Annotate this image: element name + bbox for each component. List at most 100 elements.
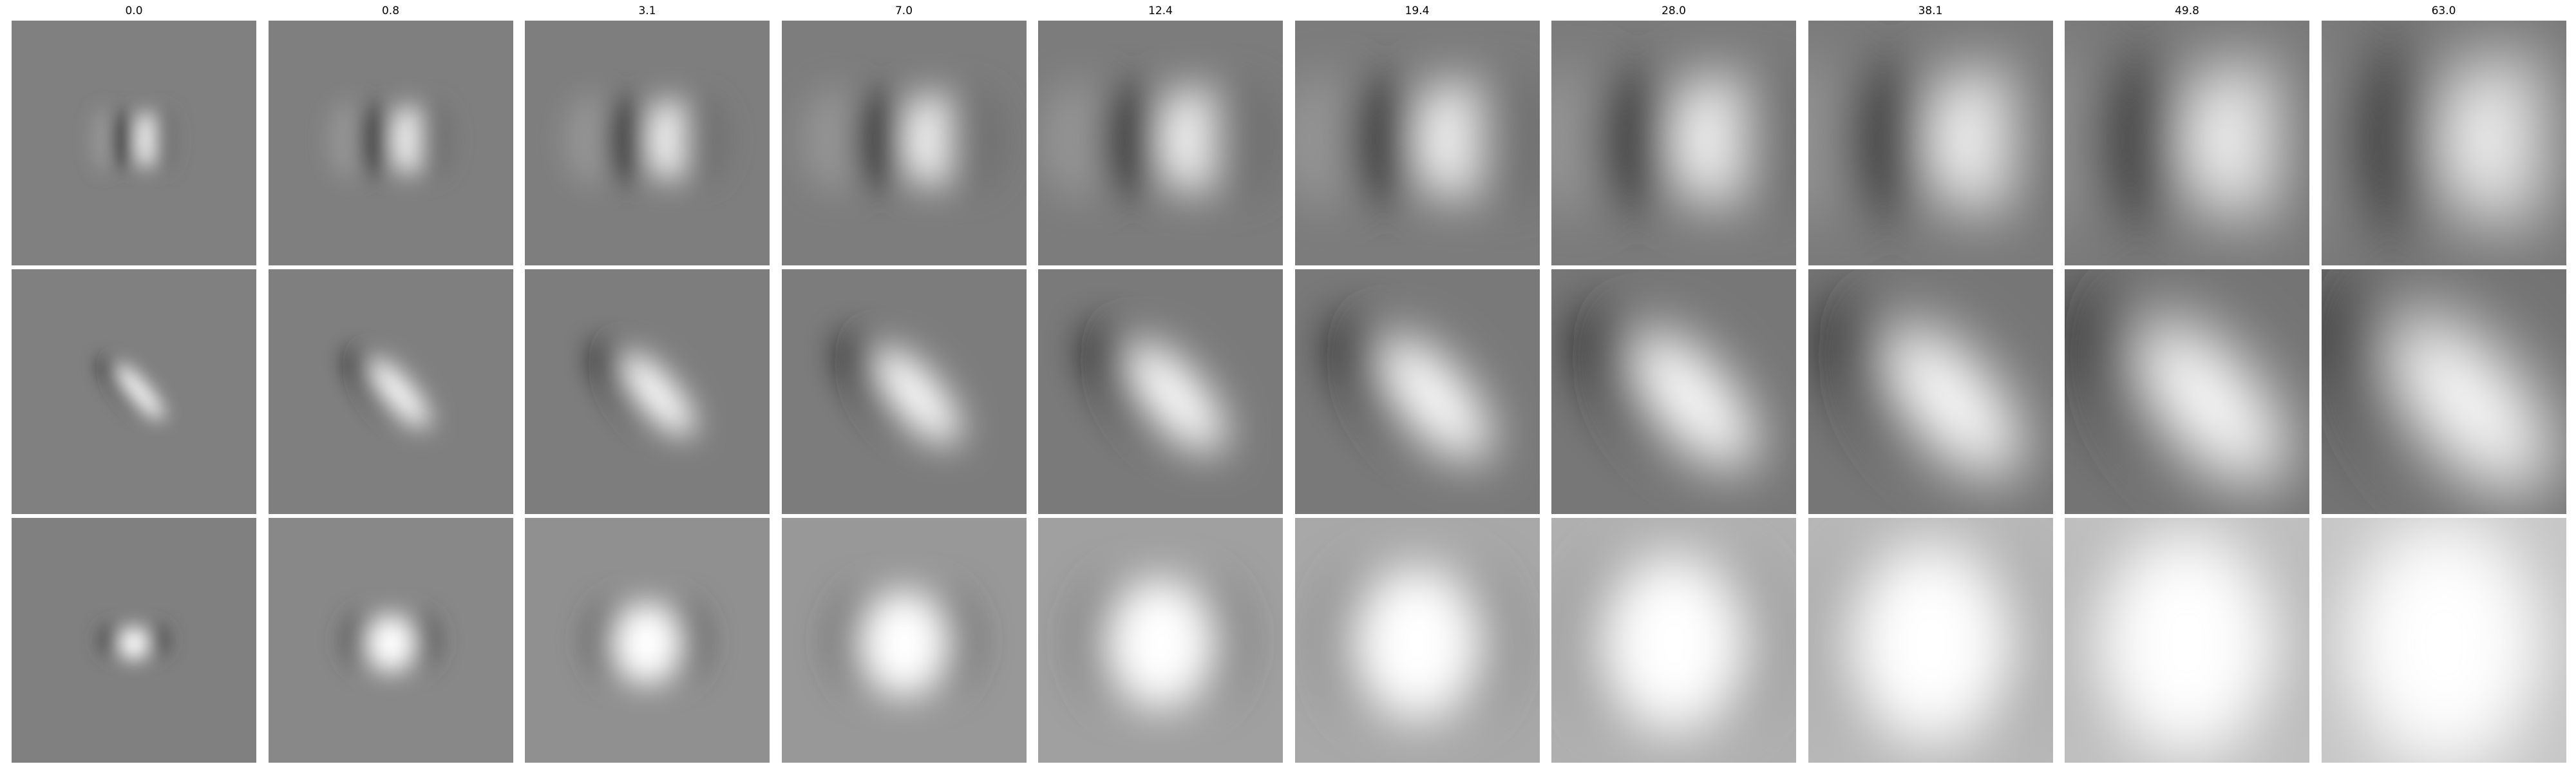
filter-image bbox=[781, 269, 1027, 514]
filter-panel bbox=[1294, 269, 1540, 514]
filter-panel bbox=[525, 21, 770, 265]
dark-lobe bbox=[606, 99, 646, 181]
filter-panel bbox=[781, 21, 1027, 265]
column-label: 0.0 bbox=[125, 5, 143, 17]
filter-image bbox=[2321, 269, 2566, 514]
light-lobe bbox=[137, 111, 155, 169]
filter-image bbox=[268, 518, 513, 763]
column-label: 49.8 bbox=[2175, 5, 2199, 17]
light-lobe bbox=[1040, 81, 1121, 199]
light-lobe bbox=[621, 353, 695, 437]
filter-panel bbox=[12, 518, 256, 763]
dark-lobe bbox=[2248, 55, 2309, 225]
light-lobe bbox=[2137, 320, 2286, 486]
filter-panel bbox=[12, 269, 256, 514]
light-lobe bbox=[803, 88, 869, 192]
light-lobe bbox=[1632, 330, 1756, 470]
dark-lobe bbox=[113, 111, 131, 169]
light-lobe bbox=[120, 626, 148, 661]
column-label: 28.0 bbox=[1662, 5, 1686, 17]
filter-image bbox=[525, 21, 770, 265]
dark-lobe bbox=[676, 94, 728, 186]
filter-image bbox=[268, 21, 513, 265]
dark-lobe bbox=[1463, 74, 1540, 205]
light-lobe bbox=[2321, 51, 2377, 229]
filter-image bbox=[1038, 269, 1283, 514]
light-lobe bbox=[369, 358, 430, 428]
filter-image bbox=[1808, 518, 2053, 763]
filter-image bbox=[2065, 269, 2309, 514]
light-lobe bbox=[392, 104, 422, 175]
light-lobe bbox=[860, 591, 948, 696]
filter-image bbox=[1038, 518, 1283, 763]
light-lobe bbox=[366, 615, 415, 673]
column-label: 19.4 bbox=[1405, 5, 1430, 17]
panel-background bbox=[268, 21, 513, 265]
light-lobe bbox=[2094, 531, 2280, 756]
filter-panel bbox=[268, 518, 513, 763]
dark-lobe bbox=[1724, 68, 1796, 212]
dark-lobe bbox=[148, 624, 169, 656]
filter-image bbox=[2321, 21, 2566, 265]
filter-panel bbox=[12, 21, 256, 265]
filter-panel bbox=[1808, 21, 2053, 265]
filter-image bbox=[12, 21, 256, 265]
light-lobe bbox=[2340, 520, 2547, 763]
filter-panel bbox=[525, 518, 770, 763]
light-lobe bbox=[2065, 55, 2126, 225]
filter-image bbox=[525, 269, 770, 514]
filter-panel bbox=[2065, 269, 2309, 514]
filter-panel bbox=[1038, 21, 1283, 265]
dark-lobe bbox=[1986, 61, 2053, 219]
light-lobe bbox=[874, 347, 960, 445]
dark-lobe bbox=[414, 101, 452, 178]
column-label: 3.1 bbox=[638, 5, 656, 17]
panel-background bbox=[525, 21, 770, 265]
filter-panel bbox=[1551, 269, 1796, 514]
filter-panel bbox=[2321, 518, 2566, 763]
filter-panel bbox=[2321, 269, 2566, 514]
light-lobe bbox=[649, 99, 688, 181]
light-lobe bbox=[2390, 314, 2552, 495]
light-lobe bbox=[1884, 325, 2021, 478]
filter-image bbox=[525, 518, 770, 763]
light-lobe bbox=[1353, 567, 1481, 720]
light-lobe bbox=[1847, 543, 2014, 744]
light-lobe bbox=[566, 94, 618, 186]
filter-image bbox=[2065, 518, 2309, 763]
light-lobe bbox=[116, 364, 164, 420]
filter-image bbox=[1294, 518, 1540, 763]
filter-panel bbox=[781, 518, 1027, 763]
filter-image bbox=[1551, 269, 1796, 514]
light-lobe bbox=[1808, 61, 1875, 219]
filter-image bbox=[1294, 21, 1540, 265]
filter-image bbox=[1808, 269, 2053, 514]
light-lobe bbox=[1106, 579, 1215, 708]
filter-panel bbox=[268, 21, 513, 265]
filter-panel bbox=[781, 269, 1027, 514]
panel-background bbox=[12, 21, 256, 265]
light-lobe bbox=[329, 101, 367, 178]
filter-image bbox=[1551, 518, 1796, 763]
light-lobe bbox=[1127, 342, 1225, 453]
dark-lobe bbox=[1200, 81, 1281, 199]
filter-image bbox=[1038, 21, 1283, 265]
filter-panel bbox=[2065, 21, 2309, 265]
filter-image bbox=[12, 518, 256, 763]
light-lobe bbox=[1551, 68, 1624, 212]
filter-panel bbox=[1551, 518, 1796, 763]
filter-image bbox=[781, 518, 1027, 763]
column-label: 7.0 bbox=[895, 5, 913, 17]
dark-lobe bbox=[99, 624, 120, 656]
filter-image bbox=[781, 21, 1027, 265]
filter-panel bbox=[1038, 269, 1283, 514]
light-lobe bbox=[1294, 74, 1372, 205]
light-lobe bbox=[92, 108, 116, 172]
filter-panel bbox=[1808, 518, 2053, 763]
dark-lobe bbox=[359, 104, 389, 175]
filter-image bbox=[268, 269, 513, 514]
filter-panel bbox=[1038, 518, 1283, 763]
filter-image bbox=[2065, 21, 2309, 265]
filter-panel bbox=[1294, 21, 1540, 265]
